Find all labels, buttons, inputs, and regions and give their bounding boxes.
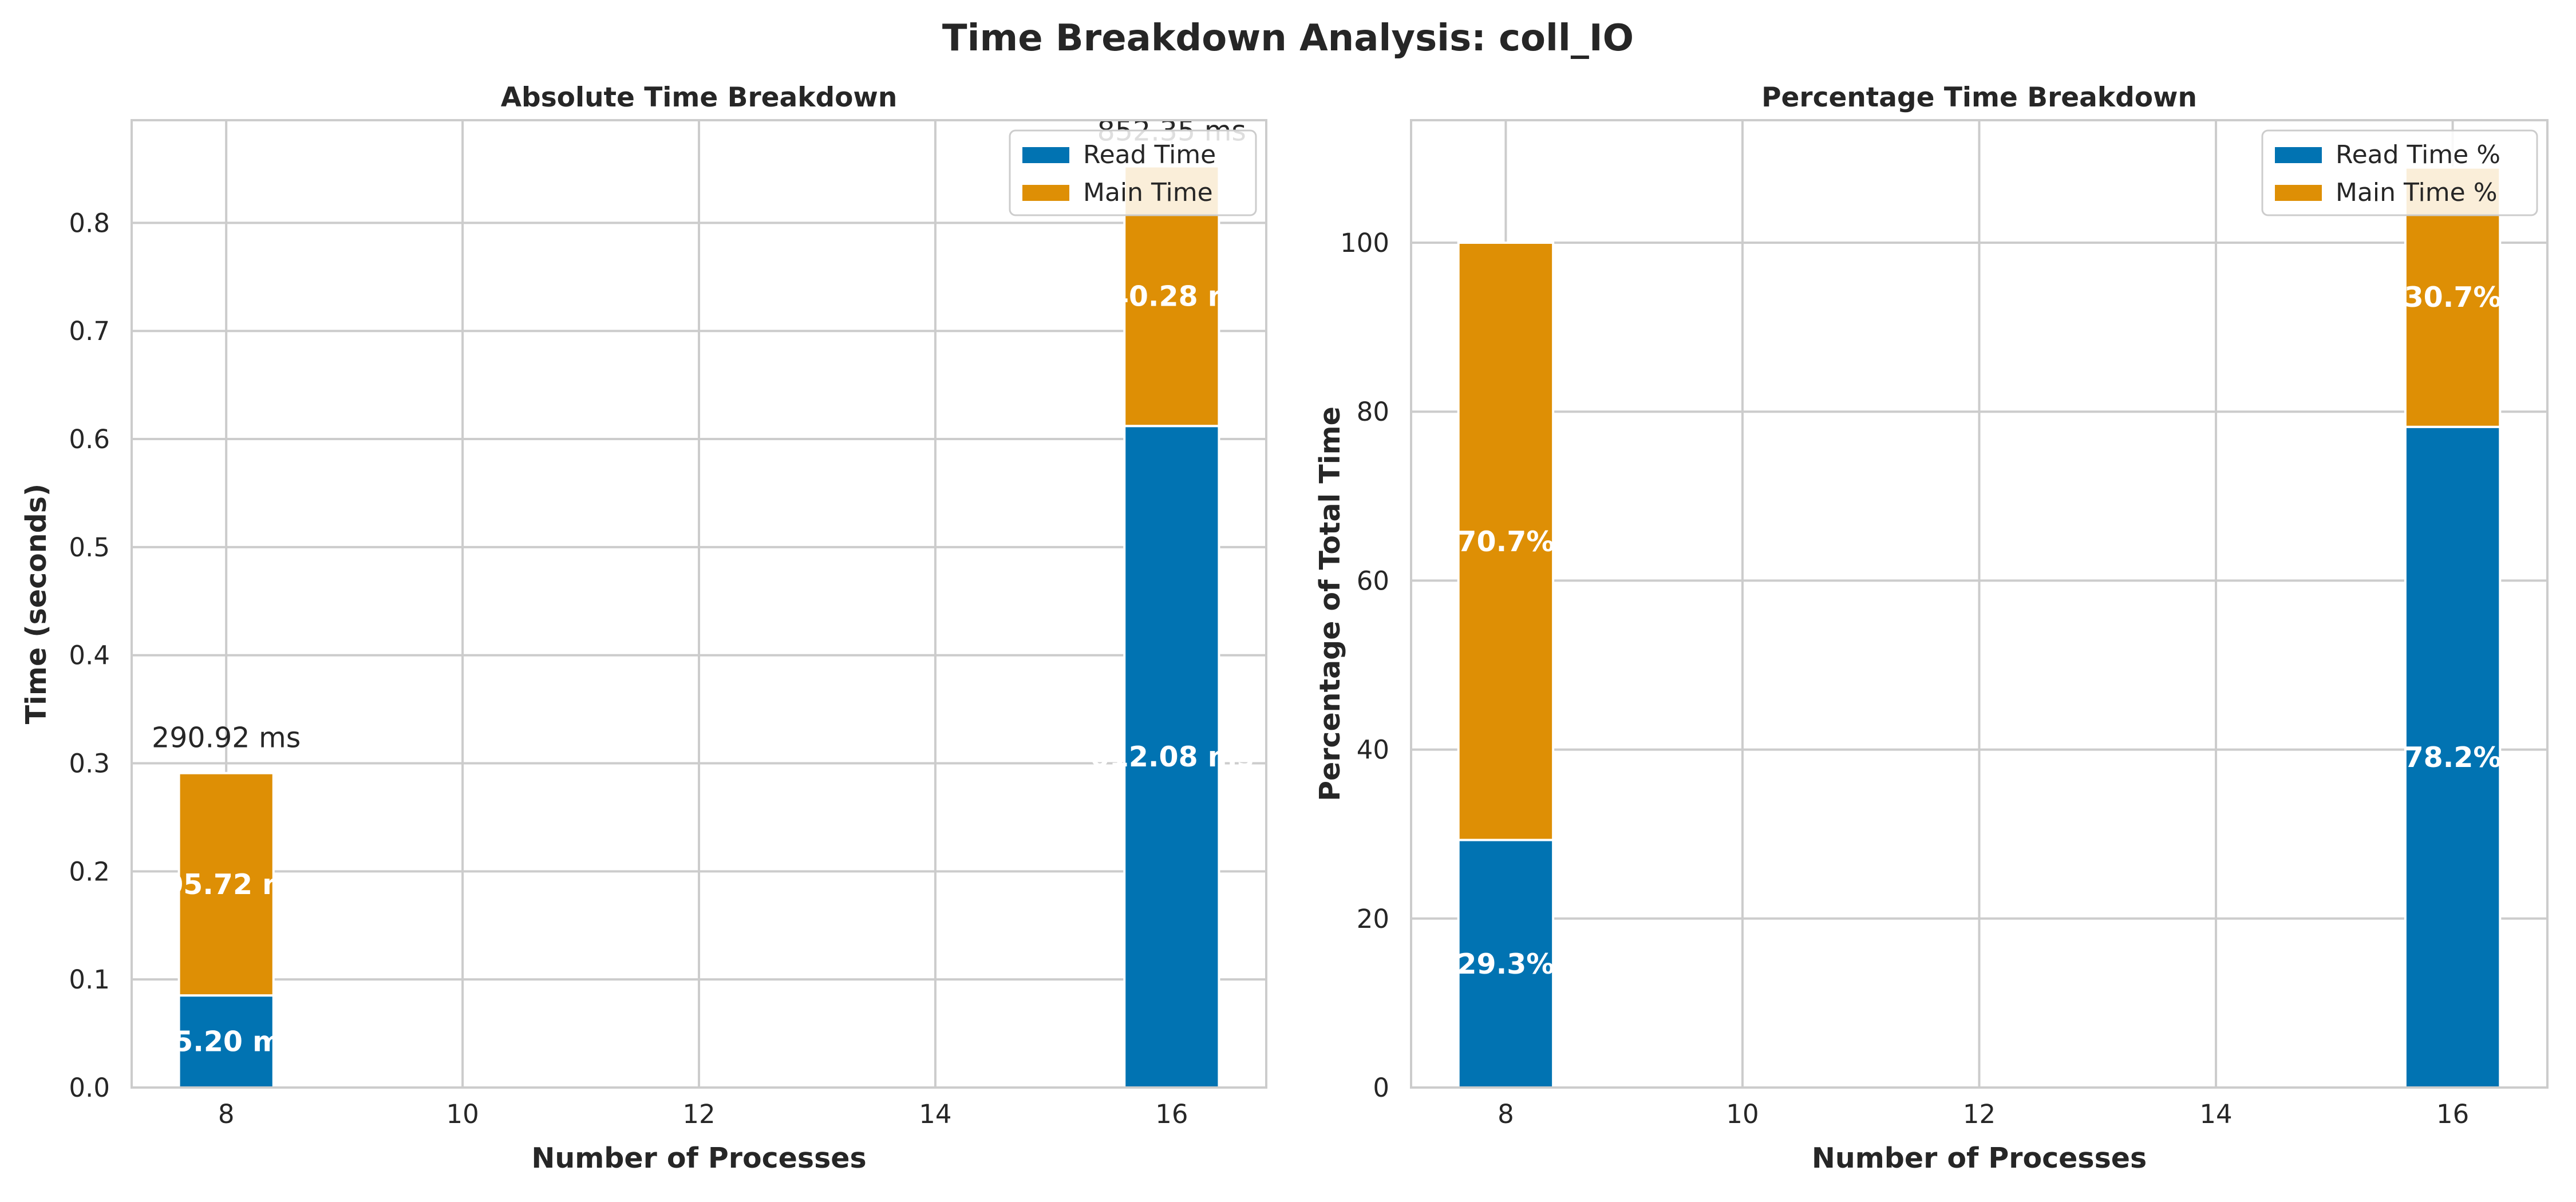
x-tick-label: 12 (1963, 1099, 1996, 1129)
y-axis-label: Time (seconds) (20, 484, 53, 725)
y-tick-label: 60 (1357, 566, 1389, 596)
panel-title: Absolute Time Breakdown (501, 82, 898, 113)
read-legend-swatch (1022, 147, 1069, 163)
y-tick-label: 0.2 (69, 856, 110, 887)
y-tick-label: 0 (1373, 1073, 1389, 1103)
absolute-time-panel: 8 10 12 14 16 0.0 0.1 0.2 0.3 0.4 0.5 0.6 0.7 0.8 85.2… (20, 82, 1267, 1175)
legend-box (2261, 129, 2538, 216)
figure-title: Time Breakdown Analysis: coll_IO (942, 17, 1634, 60)
main-legend-swatch (2275, 185, 2322, 201)
segment-label: 78.2% (2404, 741, 2502, 774)
main-bar (177, 772, 275, 997)
read-bar (1123, 425, 1220, 1088)
y-tick-label: 0.8 (69, 208, 110, 238)
segment-label: 70.7% (1457, 525, 1554, 558)
plot-frame (131, 119, 1267, 1089)
x-tick-label: 12 (682, 1099, 715, 1129)
x-tick-label: 8 (1498, 1099, 1514, 1129)
x-tick-label: 14 (919, 1099, 951, 1129)
y-tick-label: 40 (1357, 735, 1389, 765)
plot-frame (1410, 119, 2549, 1089)
segment-label: 612.08 ms (1090, 741, 1254, 773)
y-tick-label: 80 (1357, 397, 1389, 427)
y-tick-label: 0.4 (69, 640, 110, 671)
read-bar (1457, 839, 1555, 1088)
x-tick-label: 10 (1726, 1099, 1759, 1129)
read-legend-swatch (2275, 147, 2322, 163)
segment-label: 240.28 ms (1090, 280, 1254, 313)
legend: Read Time % Main Time % (2261, 129, 2538, 216)
y-tick-label: 0.7 (69, 316, 110, 346)
y-tick-label: 20 (1357, 904, 1389, 934)
segment-label: 205.72 ms (144, 868, 308, 901)
main-legend-swatch (1022, 185, 1069, 201)
y-tick-label: 100 (1340, 228, 1389, 258)
x-tick-label: 16 (1155, 1099, 1188, 1129)
main-bar (1457, 242, 1555, 841)
legend-label: Read Time (1083, 140, 1216, 169)
x-tick-label: 14 (2199, 1099, 2232, 1129)
legend-box (1009, 129, 1257, 216)
bar-layer (177, 165, 1220, 1088)
y-tick-label: 0.0 (69, 1073, 110, 1103)
x-axis-label: Number of Processes (531, 1142, 866, 1175)
x-axis-label: Number of Processes (1812, 1142, 2147, 1175)
legend-label: Read Time % (2336, 140, 2500, 169)
legend: Read Time Main Time (1009, 129, 1257, 216)
x-tick-label: 8 (218, 1099, 235, 1129)
y-tick-label: 0.6 (69, 424, 110, 454)
legend-label: Main Time (1083, 178, 1213, 207)
x-tick-label: 16 (2436, 1099, 2469, 1129)
panel-title: Percentage Time Breakdown (1761, 82, 2197, 113)
segment-label: 85.20 ms (154, 1026, 298, 1058)
y-tick-label: 0.5 (69, 532, 110, 563)
segment-label: 30.7% (2404, 281, 2502, 314)
legend-label: Main Time % (2336, 178, 2498, 207)
x-tick-label: 10 (446, 1099, 479, 1129)
y-tick-label: 0.3 (69, 749, 110, 779)
y-tick-label: 0.1 (69, 964, 110, 995)
label-layer: 29.3% 70.7% 78.2% 30.7% (1457, 281, 2501, 980)
total-label: 290.92 ms (152, 722, 301, 754)
y-axis-label: Percentage of Total Time (1314, 406, 1346, 801)
segment-label: 29.3% (1457, 948, 1554, 980)
percentage-time-panel: 8 10 12 14 16 0 20 40 60 80 100 29.3% 70.7% 78.2% 30.7… (1314, 82, 2549, 1175)
